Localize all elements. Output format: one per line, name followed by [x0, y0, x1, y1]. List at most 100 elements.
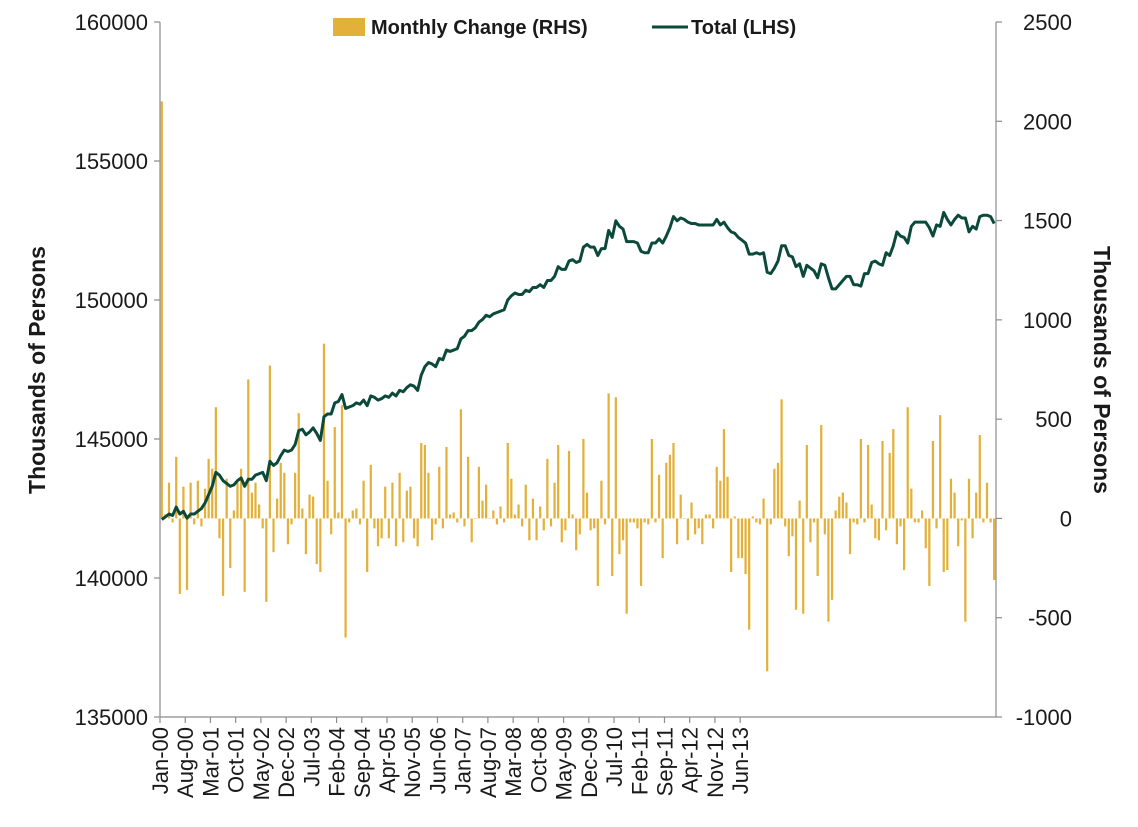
bar — [582, 439, 585, 519]
left-tick-label: 160000 — [75, 10, 148, 35]
x-tick-label: Jul-03 — [299, 727, 324, 787]
bar — [373, 518, 376, 529]
bar — [412, 518, 416, 539]
bar — [903, 518, 906, 571]
bar — [513, 514, 517, 519]
x-tick-label: Mar-01 — [198, 727, 223, 797]
x-tick-label: Aug-00 — [173, 727, 198, 798]
bar — [665, 462, 668, 519]
bar — [593, 518, 596, 529]
bar — [225, 478, 228, 519]
bar — [675, 518, 679, 545]
bar — [265, 518, 268, 602]
bar — [668, 454, 671, 519]
bar — [420, 442, 423, 519]
bar — [189, 482, 192, 519]
bar — [647, 518, 650, 525]
bar — [272, 518, 275, 553]
bar — [560, 518, 563, 543]
bar — [611, 518, 614, 577]
bar — [474, 518, 477, 519]
bar — [261, 518, 264, 529]
bar — [769, 518, 772, 525]
bar — [268, 365, 272, 519]
bar — [596, 518, 599, 586]
bar — [960, 518, 963, 521]
bar — [921, 510, 924, 519]
bar — [358, 518, 362, 525]
bar — [539, 506, 542, 519]
x-tick-label: Feb-11 — [627, 727, 652, 795]
bar — [495, 518, 499, 525]
bar — [899, 518, 902, 527]
bar — [402, 518, 405, 543]
bar — [250, 492, 253, 519]
bar — [751, 516, 754, 519]
left-tick-label: 145000 — [75, 427, 148, 452]
bar — [283, 472, 286, 519]
bar — [567, 450, 571, 519]
bar — [910, 488, 913, 519]
bar — [243, 518, 246, 592]
bar — [546, 458, 549, 519]
bar — [874, 518, 877, 539]
bar — [859, 439, 862, 519]
bar — [319, 518, 322, 573]
bar — [531, 498, 535, 519]
x-tick-label: Nov-05 — [400, 727, 425, 798]
bar — [722, 429, 726, 519]
bar — [607, 393, 610, 519]
bar — [315, 518, 318, 565]
bar — [838, 496, 841, 519]
bar — [823, 518, 826, 535]
bar — [524, 484, 527, 519]
bar — [312, 496, 315, 519]
bar — [175, 456, 178, 519]
x-tick-label: Dec-09 — [577, 727, 602, 798]
bar — [459, 409, 462, 519]
bar — [791, 518, 794, 537]
bar — [578, 518, 581, 535]
bar — [935, 518, 938, 529]
bar — [946, 518, 949, 571]
total-line — [160, 210, 996, 521]
bar — [773, 468, 776, 519]
bar — [794, 518, 798, 610]
bar — [200, 518, 203, 527]
bar — [348, 518, 351, 523]
bar — [218, 518, 221, 539]
bar — [510, 478, 513, 519]
bar — [564, 518, 567, 531]
bar — [394, 518, 398, 547]
bar — [985, 482, 989, 519]
bar — [492, 510, 495, 519]
bar — [863, 518, 866, 523]
x-tick-label: Oct-08 — [526, 727, 551, 793]
bar — [942, 518, 945, 573]
bar — [704, 514, 708, 519]
bar — [802, 518, 805, 614]
bar — [982, 518, 985, 523]
bar — [542, 518, 545, 531]
bar — [286, 518, 290, 545]
bar — [852, 518, 855, 523]
bar — [337, 512, 340, 519]
legend: Monthly Change (RHS) Total (LHS) — [333, 17, 796, 39]
bar — [247, 379, 250, 519]
bar — [895, 518, 899, 545]
bar — [830, 518, 834, 600]
bar — [221, 518, 225, 596]
left-tick-label: 150000 — [75, 288, 148, 313]
right-tick-label: -500 — [1028, 606, 1072, 631]
x-tick-label: May-09 — [552, 727, 577, 800]
bar — [239, 468, 243, 519]
bar — [755, 518, 758, 523]
bar — [632, 518, 635, 523]
bar — [715, 466, 718, 519]
x-tick-label: Sep-04 — [350, 727, 375, 798]
bar — [629, 518, 632, 523]
bar — [892, 429, 895, 519]
bar — [416, 518, 419, 547]
bar — [448, 514, 452, 519]
bar — [427, 472, 430, 519]
